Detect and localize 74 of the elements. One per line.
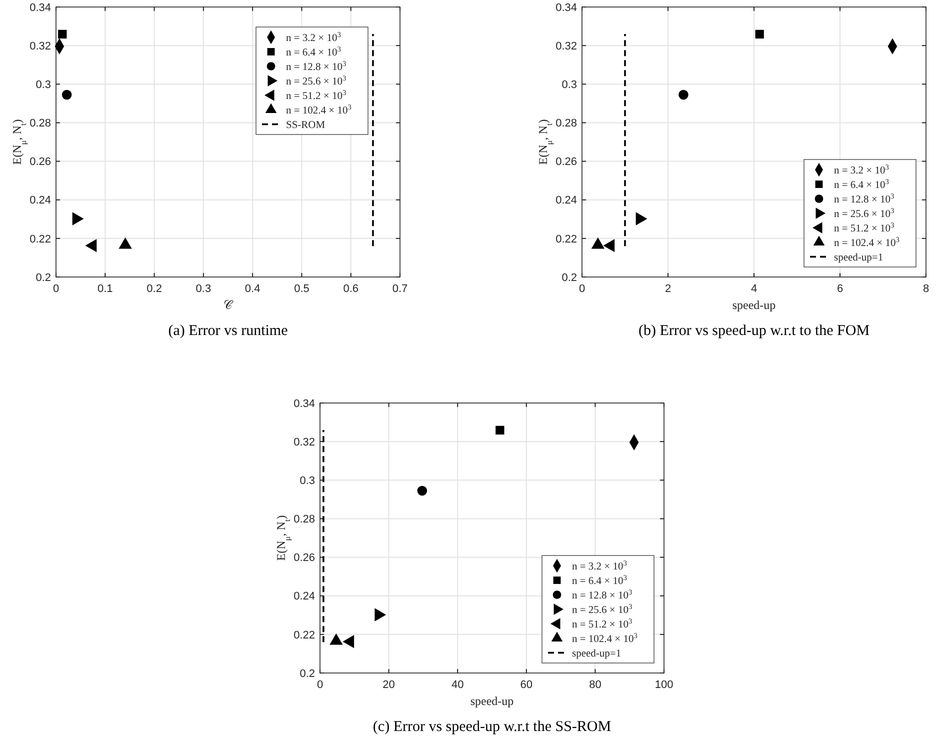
x-tick-label: 4 [750, 283, 758, 295]
x-axis-title: 𝒞 [224, 298, 234, 312]
legend-label: n = 102.4 × 10$^{3}$ [572, 630, 638, 645]
x-tick-label: 20 [382, 679, 395, 691]
x-tick-label: 2 [664, 283, 672, 295]
legend-label: n = 6.4 × 10$^{3}$ [834, 176, 890, 191]
y-tick-label: 0.26 [556, 156, 577, 168]
x-tick-label: 8 [922, 283, 930, 295]
x-tick-label: 0 [52, 283, 60, 295]
y-tick-label: 0.32 [30, 40, 51, 52]
legend-label: speed-up=1 [834, 252, 884, 264]
y-tick-label: 0.26 [294, 552, 315, 564]
text: (c) Error vs speed-up w.r.t the SS-ROM [372, 719, 612, 735]
y-tick-label: 0.28 [30, 118, 51, 130]
y-tick-label: 0.26 [30, 156, 51, 168]
point [678, 90, 688, 100]
y-tick-label: 0.22 [556, 233, 577, 246]
legend-label: n = 102.4 × 10$^{3}$ [834, 234, 900, 249]
y-tick-label: 0.2 [36, 272, 51, 284]
y-tick-label: 0.24 [30, 194, 51, 207]
y-tick-label: 0.22 [294, 629, 315, 642]
legend-label: n = 25.6 × 10$^{3}$ [286, 72, 346, 88]
x-tick-label: 80 [589, 679, 602, 691]
point [496, 426, 504, 435]
y-tick-label: 0.32 [294, 436, 315, 448]
y-tick-label: 0.2 [562, 272, 577, 284]
x-tick-label: 0.2 [146, 283, 162, 295]
legend-label: n = 102.4 × 10$^{3}$ [286, 102, 352, 116]
y-tick-label: 0.34 [30, 2, 51, 14]
legend-label: n = 6.4 × 10$^{3}$ [572, 572, 628, 587]
y-tick-label: 0.34 [294, 398, 315, 410]
x-tick-label: 40 [451, 679, 464, 691]
y-tick-label: 0.2 [300, 668, 315, 680]
legend-label: n = 25.6 × 10$^{3}$ [572, 601, 632, 616]
legend-label: n = 51.2 × 10$^{3}$ [572, 616, 632, 630]
x-tick-label: 0 [578, 283, 586, 295]
x-tick-label: 0.1 [97, 283, 113, 295]
text: (b) Error vs speed-up w.r.t to the FOM [638, 323, 870, 339]
x-axis-title: speed-up [470, 694, 514, 708]
legend-label: n = 25.6 × 10$^{3}$ [834, 205, 894, 220]
legend-label: speed-up=1 [572, 648, 622, 660]
x-tick-label: 0.5 [294, 283, 310, 295]
y-tick-label: 0.34 [556, 2, 577, 14]
legend-label: n = 12.8 × 10$^{3}$ [834, 190, 894, 206]
y-tick-label: 0.28 [556, 118, 577, 130]
text: (a) Error vs runtime [168, 323, 288, 339]
legend-label: n = 3.2 × 10$^{3}$ [286, 29, 342, 44]
y-tick-label: 0.3 [300, 474, 315, 487]
legend-label: n = 3.2 × 10$^{3}$ [834, 162, 890, 176]
legend-label: n = 6.4 × 10$^{3}$ [286, 44, 342, 58]
y-tick-label: 0.32 [556, 40, 577, 52]
x-tick-label: 100 [654, 679, 674, 691]
point [755, 30, 764, 39]
x-tick-label: 0.4 [244, 283, 260, 295]
legend-label: n = 12.8 × 10$^{3}$ [572, 586, 632, 602]
x-tick-label: 60 [520, 679, 533, 691]
legend-label: n = 3.2 × 10$^{3}$ [572, 558, 628, 572]
x-tick-label: 0.3 [196, 283, 212, 295]
y-tick-label: 0.3 [562, 78, 577, 91]
legend-label: n = 51.2 × 10$^{3}$ [834, 220, 894, 234]
x-axis-title: speed-up [732, 298, 776, 312]
y-tick-label: 0.3 [36, 78, 51, 91]
point [417, 486, 428, 496]
x-tick-label: 6 [836, 283, 844, 295]
y-tick-label: 0.24 [556, 194, 577, 207]
y-tick-label: 0.24 [294, 590, 315, 603]
y-tick-label: 0.28 [294, 514, 315, 526]
legend-label: n = 51.2 × 10$^{3}$ [286, 87, 346, 102]
x-tick-label: 0.6 [343, 283, 359, 295]
x-tick-label: 0 [316, 679, 324, 691]
legend-label: n = 12.8 × 10$^{3}$ [286, 58, 346, 73]
x-tick-label: 0.7 [392, 283, 408, 295]
y-tick-label: 0.22 [30, 233, 51, 246]
legend-label: SS-ROM [286, 120, 326, 131]
